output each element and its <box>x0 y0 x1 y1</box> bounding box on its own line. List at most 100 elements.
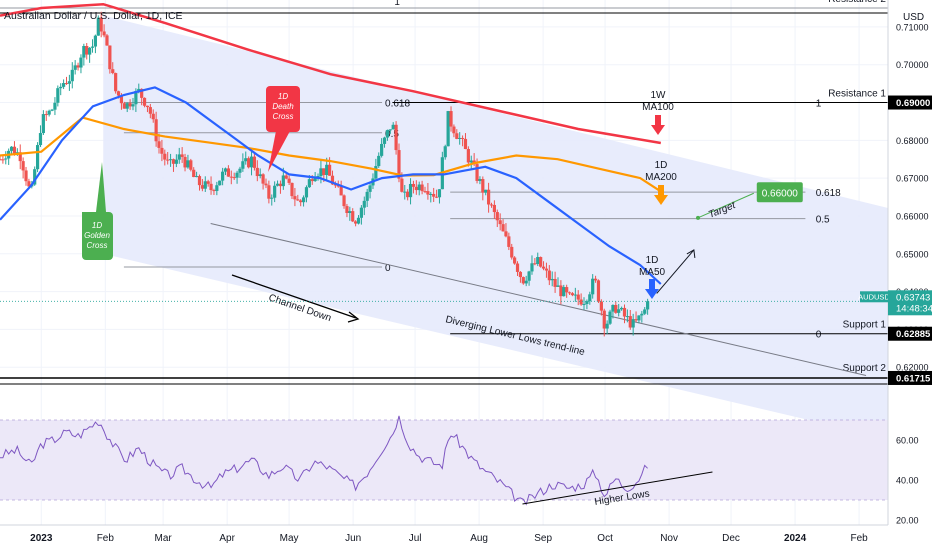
candle-body <box>420 184 424 192</box>
candle-body <box>521 277 525 284</box>
candle-body <box>18 152 22 162</box>
candle-body <box>547 270 551 281</box>
candle-body <box>21 161 25 171</box>
candle-body <box>484 189 488 193</box>
rsi-tick-label: 20.00 <box>896 516 919 526</box>
support-2-label: Support 2 <box>843 363 887 374</box>
fib2-level-label: 0 <box>816 330 822 341</box>
candle-body <box>466 149 470 163</box>
candle-body <box>119 95 124 104</box>
candle-body <box>602 310 606 329</box>
candle-body <box>478 179 482 181</box>
symbol-tag <box>860 291 888 303</box>
candle-body <box>463 138 468 150</box>
ma200-arrow-icon <box>654 195 668 205</box>
ma50-label: 1D <box>646 255 659 266</box>
candle-body <box>177 154 181 160</box>
fib1-level-label: 0.5 <box>385 129 399 140</box>
candle-body <box>281 175 285 187</box>
projection-arrow <box>656 249 695 294</box>
candle-body <box>1 159 5 161</box>
current-price-box <box>888 290 932 316</box>
time-tick-label: Nov <box>660 533 678 544</box>
candle-body <box>640 313 644 316</box>
candle-body <box>56 88 60 103</box>
candle-body <box>310 179 314 182</box>
candle-body <box>209 183 213 191</box>
candle-body <box>492 204 496 213</box>
resistance-1-label: Resistance 1 <box>828 89 886 100</box>
candle-body <box>304 187 309 198</box>
candle-body <box>73 65 77 70</box>
candle-body <box>455 133 459 139</box>
candle-body <box>293 196 297 200</box>
candle-body <box>620 307 624 310</box>
candle-body <box>33 169 37 185</box>
candle-body <box>128 103 132 107</box>
candle-body <box>423 191 427 193</box>
candle-body <box>183 156 187 168</box>
candle-body <box>319 168 323 177</box>
candle-body <box>325 164 329 175</box>
candle-body <box>611 304 615 312</box>
candle-body <box>180 154 184 157</box>
candle-body <box>215 185 219 191</box>
candle-body <box>76 65 80 68</box>
candle-body <box>536 257 540 265</box>
candle-body <box>510 246 514 258</box>
candle-body <box>582 303 586 305</box>
candle-body <box>223 168 228 172</box>
candle-body <box>417 184 421 191</box>
price-tick-label: 0.71000 <box>896 22 929 32</box>
candle-body <box>567 292 572 294</box>
candle-body <box>186 160 190 168</box>
level-price-text: 0.61715 <box>896 373 931 384</box>
target-line-start <box>696 215 701 220</box>
candle-body <box>134 91 138 105</box>
candle-body <box>426 191 430 195</box>
candle-body <box>406 191 410 198</box>
candle-body <box>241 161 245 169</box>
candle-body <box>244 158 248 162</box>
candle-body <box>327 164 332 176</box>
candle-body <box>192 169 196 178</box>
candle-body <box>194 176 199 178</box>
candle-body <box>316 176 320 178</box>
candle-body <box>550 278 554 281</box>
candle-body <box>614 304 618 313</box>
candle-body <box>625 316 629 318</box>
ma100w-arrow-icon-shaft <box>655 115 661 126</box>
candle-body <box>287 178 291 183</box>
candle-body <box>351 211 355 222</box>
candle-body <box>114 73 118 92</box>
time-tick-label: Feb <box>850 533 868 544</box>
candle-body <box>125 103 129 109</box>
target-line <box>697 192 754 219</box>
candle-body <box>64 83 69 85</box>
candle-body <box>99 17 103 32</box>
price-tick-label: 0.68000 <box>896 136 929 146</box>
candle-body <box>573 294 577 296</box>
level-price-box <box>888 326 932 341</box>
candle-body <box>238 168 242 173</box>
candle-body <box>385 130 390 138</box>
candle-body <box>105 35 109 46</box>
candle-body <box>397 150 401 179</box>
price-tick-label: 0.67000 <box>896 174 929 184</box>
ma50-line <box>0 86 662 285</box>
target-price-text: 0.66000 <box>762 188 799 199</box>
candle-body <box>475 164 479 181</box>
price-tick-label: 0.65000 <box>896 249 929 259</box>
candle-body <box>362 200 366 208</box>
countdown-text: 14:48:34 <box>896 303 932 314</box>
candle-body <box>4 158 8 160</box>
time-tick-label: Aug <box>470 533 488 544</box>
golden-cross-callout <box>82 212 113 260</box>
candle-body <box>403 191 407 193</box>
candle-body <box>232 177 236 179</box>
candle-body <box>339 186 343 196</box>
candle-body <box>267 185 271 199</box>
diverging-lows-trendline <box>210 223 867 377</box>
support-1-label: Support 1 <box>843 320 887 331</box>
